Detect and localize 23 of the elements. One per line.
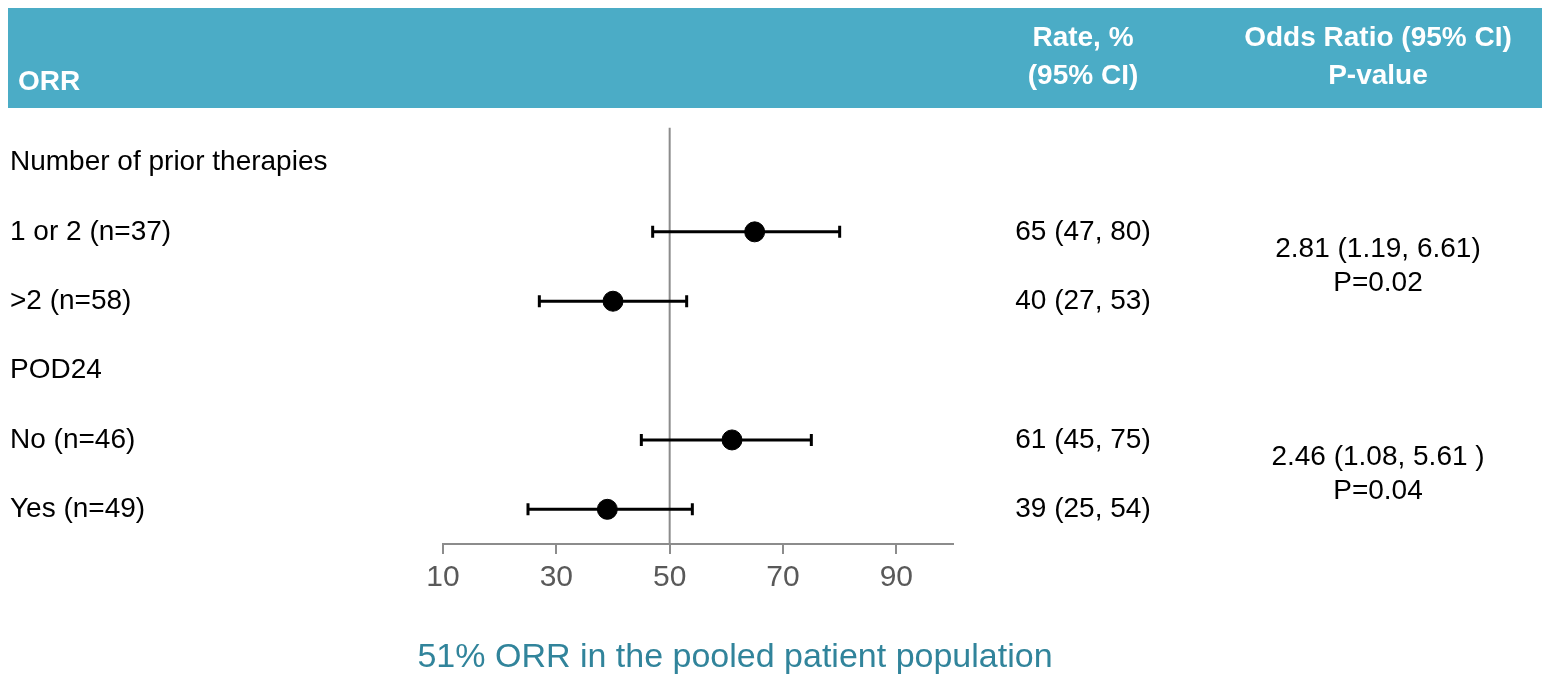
y-tick-label: POD24 bbox=[10, 353, 102, 385]
y-tick-label: 1 or 2 (n=37) bbox=[10, 214, 172, 246]
y-tick-label: Number of prior therapies bbox=[10, 145, 328, 177]
text: P=0.02 bbox=[1333, 266, 1423, 298]
y-tick-label: >2 (n=58) bbox=[10, 283, 132, 315]
data-label: 61 (45, 75) bbox=[1015, 422, 1151, 454]
x-tick-label: 10 bbox=[426, 559, 460, 593]
text: Rate, % (95% CI) bbox=[1026, 20, 1140, 92]
x-tick-label: 70 bbox=[766, 559, 800, 593]
text: 2.46 (1.08, 5.61 ) bbox=[1271, 440, 1485, 472]
data-label: 39 (25, 54) bbox=[1015, 492, 1151, 524]
text: P=0.04 bbox=[1333, 474, 1423, 506]
y-tick-label: No (n=46) bbox=[10, 422, 136, 454]
text: 51% ORR in the pooled patient population bbox=[416, 636, 1054, 675]
text: 2.81 (1.19, 6.61) bbox=[1275, 232, 1481, 264]
y-axis-title: ORR bbox=[18, 64, 81, 98]
data-label: 65 (47, 80) bbox=[1015, 214, 1151, 246]
x-tick-label: 90 bbox=[879, 559, 914, 593]
y-tick-label: Yes (n=49) bbox=[10, 492, 146, 524]
data-label: 40 (27, 53) bbox=[1015, 283, 1151, 315]
text: Odds Ratio (95% CI) P-value bbox=[1243, 20, 1513, 92]
x-tick-label: 30 bbox=[539, 559, 574, 593]
x-tick-label: 50 bbox=[652, 559, 687, 593]
